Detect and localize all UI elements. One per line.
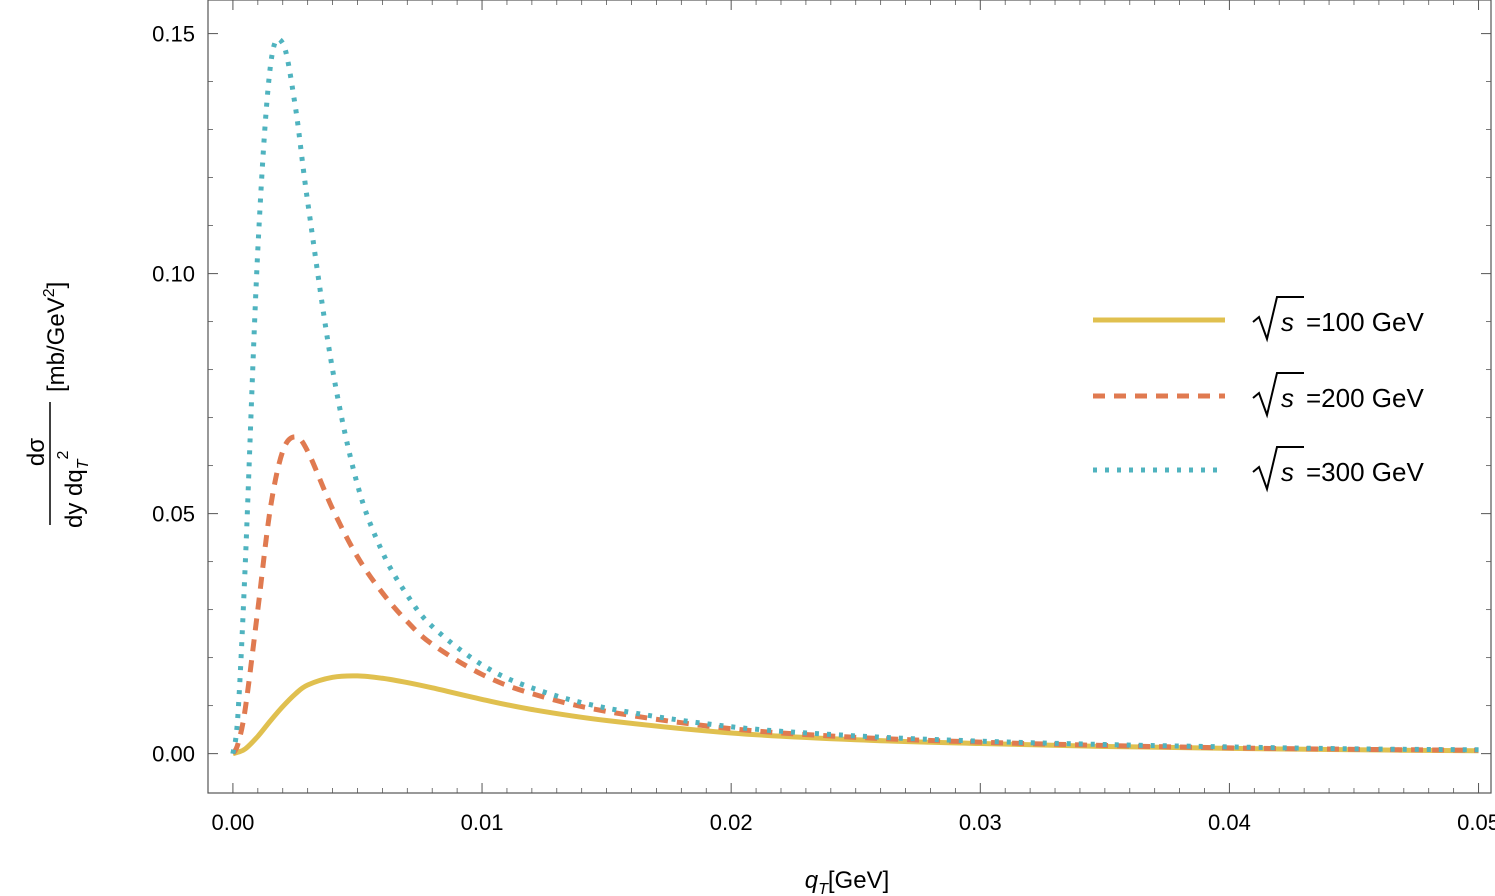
x-axis-label-unit: [GeV]	[828, 867, 889, 894]
x-axis-label-sub: T	[818, 881, 829, 896]
y-tick-label: 0.10	[152, 262, 195, 287]
plot-frame	[207, 0, 1492, 794]
legend-label-2: =200 GeV	[1306, 383, 1424, 413]
y-axis-label-denominator: dy dqT2	[55, 451, 92, 529]
x-tick-label: 0.02	[710, 810, 753, 835]
y-axis-label-denominator-sub: T	[75, 458, 92, 469]
legend-variable: s	[1281, 383, 1294, 413]
x-tick-label: 0.05	[1457, 810, 1495, 835]
series-layer	[230, 36, 1479, 757]
y-axis-label-denominator-main: dy dq	[61, 469, 88, 528]
sqrt-icon	[1252, 296, 1304, 343]
series-line-1	[232, 673, 1479, 757]
y-axis-label-unit-sup: 2	[41, 288, 58, 297]
sqrt-icon	[1252, 372, 1304, 419]
y-tick-label: 0.05	[152, 502, 195, 527]
y-axis-label-unit-text: [mb/GeV	[43, 297, 70, 392]
x-tick-label: 0.00	[211, 810, 254, 835]
legend-variable: s	[1281, 307, 1294, 337]
y-axis-label-numerator: dσ	[23, 438, 50, 466]
legend-variable: s	[1281, 457, 1294, 487]
y-tick-label: 0.15	[152, 22, 195, 47]
x-axis-label: qT[GeV]	[805, 867, 890, 896]
x-axis-label-main: q	[805, 867, 819, 894]
y-axis-label-unit-close: ]	[43, 282, 70, 289]
x-tick-label: 0.01	[461, 810, 504, 835]
y-tick-label: 0.00	[152, 742, 195, 767]
y-axis-label-denominator-sup: 2	[55, 451, 72, 460]
legend-label-1: =100 GeV	[1306, 307, 1424, 337]
x-tick-label: 0.03	[959, 810, 1002, 835]
legend: s =100 GeV s =200 GeV s =300 GeV	[1093, 296, 1424, 493]
legend-label-3: =300 GeV	[1306, 457, 1424, 487]
sqrt-icon	[1252, 446, 1304, 493]
series-line-3	[230, 36, 1479, 755]
y-axis-label-unit: [mb/GeV2]	[41, 282, 70, 392]
x-tick-label: 0.04	[1208, 810, 1251, 835]
y-axis-label: dσ dy dqT2 [mb/GeV2]	[23, 282, 92, 528]
axis-ticks: 0.00 0.01 0.02 0.03 0.04 0.05 0.00 0.05 0.10 0.15	[152, 0, 1495, 835]
